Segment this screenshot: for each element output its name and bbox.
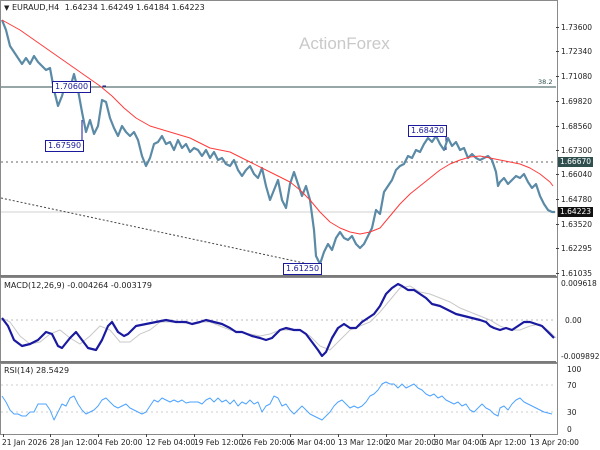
swing-high-label: 1.70600	[52, 81, 92, 93]
swing-low-label: 1.61250	[283, 263, 323, 275]
rsi-tick: 0	[567, 425, 572, 434]
panel-separator[interactable]	[0, 361, 556, 363]
time-tick: 20 Mar 20:00	[386, 438, 437, 447]
symbol-label: EURAUD,H4	[11, 3, 60, 12]
time-tick: 30 Mar 04:00	[434, 438, 485, 447]
macd-tick: -0.009892	[561, 352, 600, 361]
time-tick: 12 Feb 04:00	[146, 438, 196, 447]
rsi-tick: 100	[567, 365, 582, 374]
macd-tick: 0.00	[565, 316, 582, 325]
time-tick: 13 Mar 12:00	[338, 438, 389, 447]
price-panel[interactable]	[0, 0, 558, 277]
time-tick: 4 Feb 20:00	[98, 438, 143, 447]
time-tick: 19 Feb 12:00	[194, 438, 244, 447]
ohlc-values: 1.64234 1.64249 1.64184 1.64223	[64, 3, 205, 12]
price-tick: 1.64780	[561, 195, 593, 204]
macd-tick: 0.009618	[561, 279, 597, 288]
price-tick: 1.67300	[561, 146, 593, 155]
trend-line	[0, 197, 319, 267]
time-tick: 21 Jan 2026	[2, 438, 47, 447]
price-tick: 1.61035	[561, 269, 593, 278]
watermark: ActionForex	[299, 34, 390, 53]
level-price-tag: 1.66670	[558, 157, 594, 167]
time-tick: 26 Feb 20:00	[242, 438, 292, 447]
rsi-label: RSI(14) 28.5429	[4, 366, 70, 375]
price-tick: 1.63520	[561, 220, 593, 229]
price-tick: 1.72340	[561, 47, 593, 56]
rsi-tick: 70	[567, 381, 577, 390]
time-tick: 28 Jan 12:00	[50, 438, 98, 447]
current-price-tag: 1.64223	[558, 207, 594, 217]
price-tick: 1.66040	[561, 170, 593, 179]
panel-separator[interactable]	[0, 275, 556, 277]
time-tick: 6 Apr 12:00	[482, 438, 527, 447]
fib-level-label: 38.2	[538, 78, 553, 86]
symbol-header: ▼ EURAUD,H4 1.64234 1.64249 1.64184 1.64…	[4, 3, 205, 13]
swing-high-label: 1.68420	[408, 125, 448, 137]
time-tick: 13 Apr 20:00	[530, 438, 579, 447]
price-tick: 1.73600	[561, 23, 593, 32]
price-tick: 1.71080	[561, 72, 593, 81]
price-tick: 1.69820	[561, 97, 593, 106]
rsi-tick: 30	[567, 408, 577, 417]
swing-low-label: 1.67590	[45, 140, 85, 152]
price-tick: 1.62295	[561, 244, 593, 253]
price-tick: 1.68560	[561, 122, 593, 131]
macd-label: MACD(12,26,9) -0.004264 -0.003179	[4, 281, 152, 290]
time-tick: 6 Mar 04:00	[290, 438, 336, 447]
collapse-triangle-icon[interactable]: ▼	[4, 4, 10, 12]
